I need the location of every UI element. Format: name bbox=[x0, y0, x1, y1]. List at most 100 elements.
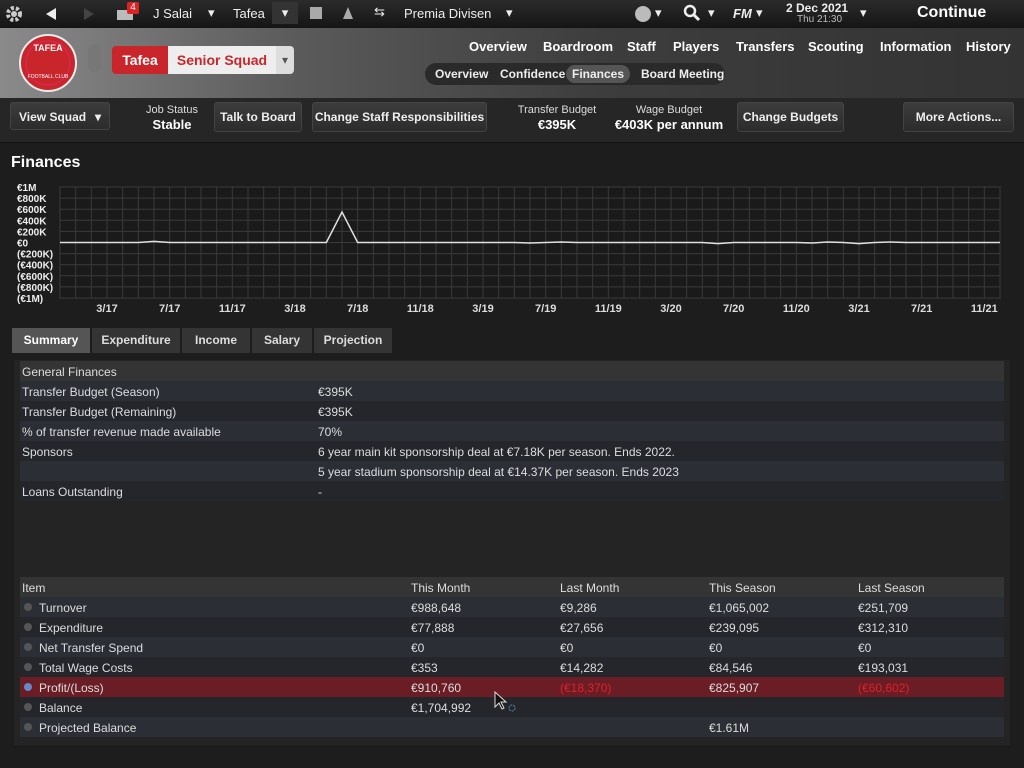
mouse-cursor bbox=[494, 691, 516, 712]
info-row: Transfer Budget (Season) €395K bbox=[20, 381, 1004, 401]
x-tick-label: 3/18 bbox=[284, 303, 305, 315]
table-row[interactable]: Profit/(Loss) €910,760 (€18,370) €825,907 (€… bbox=[20, 677, 1004, 697]
item-value: €353 bbox=[411, 661, 438, 675]
item-value: €77,888 bbox=[411, 621, 455, 635]
change-staff-button[interactable]: Change Staff Responsibilities bbox=[312, 102, 487, 132]
row-icon bbox=[24, 623, 32, 631]
fm-menu[interactable]: FM bbox=[733, 6, 752, 21]
x-tick-label: 11/17 bbox=[219, 303, 246, 315]
job-status-label: Job Status bbox=[146, 104, 198, 116]
y-tick-label: (€600K) bbox=[17, 272, 53, 283]
table-row[interactable]: Projected Balance €1.61M bbox=[20, 717, 1004, 737]
competition-icon[interactable] bbox=[340, 5, 356, 21]
wage-budget-label: Wage Budget bbox=[635, 104, 703, 116]
y-tick-label: €1M bbox=[17, 183, 36, 194]
column-header[interactable]: This Season bbox=[709, 581, 776, 595]
forward-button[interactable] bbox=[82, 7, 96, 21]
settings-icon[interactable] bbox=[4, 4, 24, 24]
competition-name[interactable]: Premia Divisen bbox=[404, 6, 492, 21]
squad-dropdown[interactable]: ▾ bbox=[276, 46, 294, 74]
nav-item[interactable]: Transfers bbox=[736, 39, 795, 54]
sub-nav-item[interactable]: Finances bbox=[566, 65, 631, 83]
calendar-icon[interactable] bbox=[308, 5, 324, 21]
y-tick-label: €400K bbox=[17, 216, 47, 227]
squad-switcher[interactable] bbox=[88, 44, 102, 72]
inbox-icon[interactable] bbox=[116, 6, 136, 22]
item-value: €1.61M bbox=[709, 721, 750, 735]
column-header[interactable]: Last Season bbox=[858, 581, 925, 595]
nav-item[interactable]: Information bbox=[880, 39, 952, 54]
tab[interactable]: Income bbox=[182, 328, 250, 353]
change-budgets-button[interactable]: Change Budgets bbox=[737, 102, 844, 132]
x-tick-label: 11/21 bbox=[971, 303, 998, 315]
table-row[interactable]: Net Transfer Spend €0 €0 €0 €0 bbox=[20, 637, 1004, 657]
item-name: Net Transfer Spend bbox=[39, 641, 144, 655]
dropdown-arrow[interactable]: ▾ bbox=[708, 5, 715, 20]
manager-name[interactable]: J Salai bbox=[153, 6, 193, 21]
sub-nav-item[interactable]: Overview bbox=[435, 67, 489, 81]
game-time: Thu 21:30 bbox=[797, 14, 843, 25]
item-value: €27,656 bbox=[560, 621, 604, 635]
swap-icon[interactable]: ⇆ bbox=[374, 4, 385, 19]
sub-nav-item[interactable]: Confidence bbox=[500, 67, 566, 81]
continue-button[interactable]: Continue bbox=[917, 4, 987, 21]
club-button[interactable]: Tafea bbox=[112, 46, 168, 74]
finance-chart: €1M€800K€600K€400K€200K€0(€200K)(€400K)(… bbox=[17, 183, 1001, 315]
table-row[interactable]: Balance €1,704,992 bbox=[20, 697, 1004, 717]
column-header[interactable]: Last Month bbox=[560, 581, 620, 595]
club-badge: TAFEA FOOTBALL CLUB bbox=[19, 34, 77, 92]
info-label: % of transfer revenue made available bbox=[22, 425, 221, 439]
info-row: Sponsors 6 year main kit sponsorship deal… bbox=[20, 441, 1004, 461]
item-value: €0 bbox=[858, 641, 872, 655]
dropdown-arrow[interactable]: ▾ bbox=[756, 5, 763, 20]
info-label: Loans Outstanding bbox=[22, 485, 123, 499]
item-name: Expenditure bbox=[39, 621, 104, 635]
sub-nav: Overview Confidence Finances Board Meeting bbox=[425, 63, 725, 85]
row-icon bbox=[24, 603, 32, 611]
sub-nav-item[interactable]: Board Meeting bbox=[641, 67, 725, 81]
nav-item[interactable]: Overview bbox=[469, 39, 527, 54]
nav-item[interactable]: Scouting bbox=[808, 39, 864, 54]
tab[interactable]: Projection bbox=[314, 328, 392, 353]
column-header[interactable]: Item bbox=[22, 581, 46, 595]
column-header[interactable]: This Month bbox=[411, 581, 471, 595]
x-tick-label: 7/20 bbox=[723, 303, 744, 315]
more-actions-button[interactable]: More Actions... bbox=[903, 102, 1014, 132]
info-row: Loans Outstanding - bbox=[20, 481, 1004, 501]
nav-item[interactable]: Staff bbox=[627, 39, 656, 54]
dropdown-arrow[interactable]: ▾ bbox=[208, 5, 215, 20]
table-row[interactable]: Turnover €988,648 €9,286 €1,065,002 €251,709 bbox=[20, 597, 1004, 617]
job-status: Stable bbox=[152, 117, 192, 132]
view-squad-button[interactable]: View Squad ▾ bbox=[10, 102, 110, 130]
club-name[interactable]: Tafea bbox=[233, 6, 265, 21]
game-date: 2 Dec 2021 bbox=[786, 1, 849, 15]
talk-button[interactable]: Talk to Board bbox=[214, 102, 302, 132]
top-bar: 4 J Salai ▾ Tafea ▾ ⇆ Premia Divisen ▾ ▾… bbox=[0, 0, 1024, 28]
item-name: Balance bbox=[39, 701, 83, 715]
item-name: Turnover bbox=[39, 601, 87, 615]
item-value: €0 bbox=[709, 641, 723, 655]
search-icon[interactable] bbox=[682, 3, 702, 23]
x-tick-label: 11/19 bbox=[595, 303, 622, 315]
dropdown-arrow[interactable]: ▾ bbox=[506, 5, 513, 20]
globe-icon[interactable] bbox=[632, 3, 654, 25]
dropdown-arrow[interactable]: ▾ bbox=[860, 5, 867, 20]
back-button[interactable] bbox=[44, 7, 58, 21]
info-value: 5 year stadium sponsorship deal at €14.3… bbox=[318, 465, 679, 479]
item-value: €0 bbox=[560, 641, 574, 655]
nav-item[interactable]: History bbox=[966, 39, 1011, 54]
dropdown-arrow[interactable]: ▾ bbox=[655, 5, 662, 20]
tab[interactable]: Summary bbox=[12, 328, 90, 353]
club-dropdown[interactable]: ▾ bbox=[272, 2, 298, 24]
table-row[interactable]: Total Wage Costs €353 €14,282 €84,546 €193,0… bbox=[20, 657, 1004, 677]
squad-button[interactable]: Senior Squad bbox=[168, 46, 276, 74]
item-name: Total Wage Costs bbox=[39, 661, 133, 675]
info-row: 5 year stadium sponsorship deal at €14.3… bbox=[20, 461, 1004, 481]
table-row[interactable]: Expenditure €77,888 €27,656 €239,095 €312,31… bbox=[20, 617, 1004, 637]
tab[interactable]: Expenditure bbox=[92, 328, 180, 353]
x-tick-label: 3/17 bbox=[96, 303, 117, 315]
nav-item[interactable]: Players bbox=[673, 39, 720, 54]
tab[interactable]: Salary bbox=[252, 328, 312, 353]
nav-item[interactable]: Boardroom bbox=[543, 39, 614, 54]
item-value: €239,095 bbox=[709, 621, 760, 635]
